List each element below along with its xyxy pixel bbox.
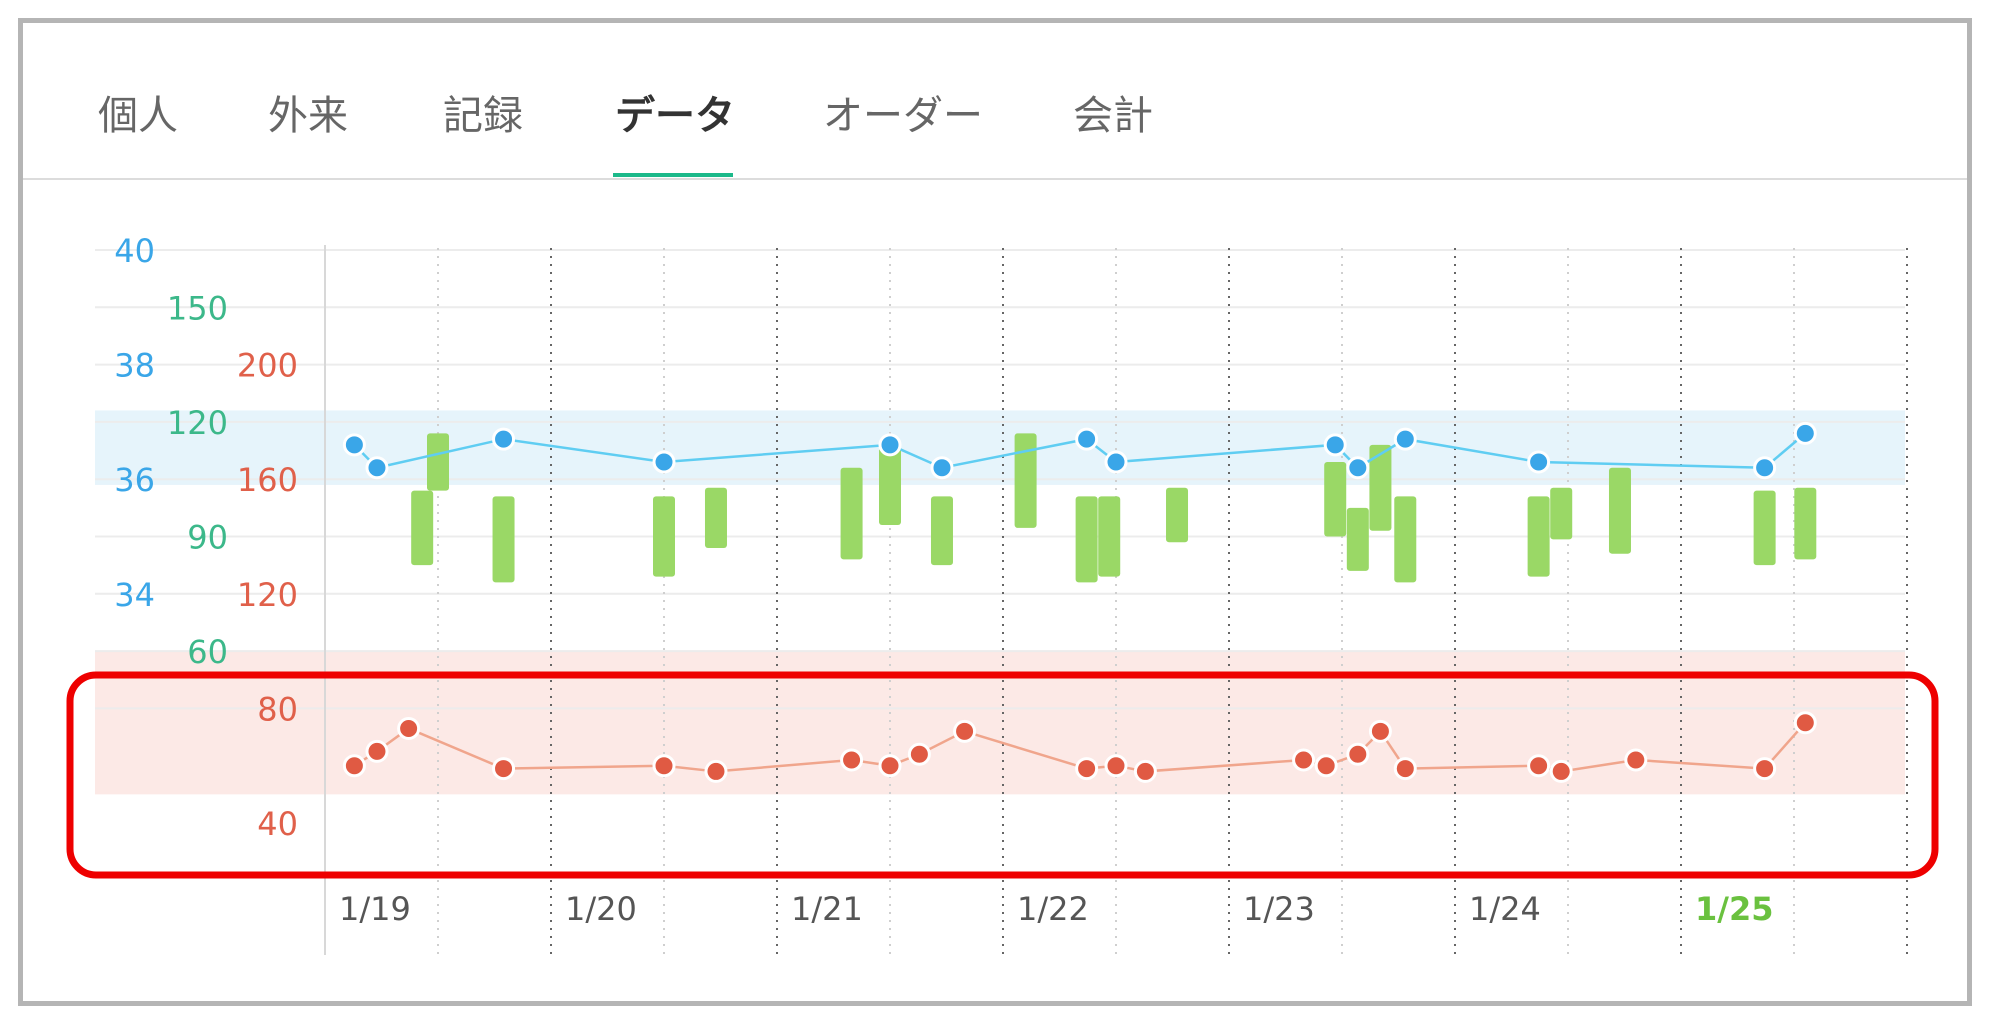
tab-orders[interactable]: オーダー xyxy=(823,93,983,139)
active-tab-indicator xyxy=(613,173,733,177)
temp-point xyxy=(1793,421,1817,445)
highlight-box xyxy=(66,671,1939,879)
bp-range-bar xyxy=(492,496,515,583)
temp-point xyxy=(1104,450,1128,474)
tab-records[interactable]: 記録 xyxy=(443,93,523,139)
resp-point xyxy=(953,719,977,743)
bp-range-bar xyxy=(1550,487,1573,540)
x-axis-label: 1/25 xyxy=(1695,890,1773,928)
temp-point xyxy=(1527,450,1551,474)
resp-point xyxy=(1624,748,1648,772)
pulse-axis-tick: 90 xyxy=(187,519,228,557)
bp-axis-tick: 40 xyxy=(257,805,298,843)
resp-point xyxy=(704,759,728,783)
bp-range-bar xyxy=(1098,496,1121,577)
resp-point xyxy=(1393,757,1417,781)
resp-point xyxy=(1346,742,1370,766)
resp-point xyxy=(907,742,931,766)
temp-point xyxy=(878,433,902,457)
x-axis-label: 1/21 xyxy=(791,890,863,928)
bp-range-bar xyxy=(1369,444,1392,531)
bp-range-bar xyxy=(1014,433,1037,528)
temp-axis-tick: 40 xyxy=(114,232,155,270)
resp-point xyxy=(1292,748,1316,772)
resp-point xyxy=(365,739,389,763)
tab-outpatient[interactable]: 外来 xyxy=(268,93,348,139)
bp-range-bar xyxy=(840,467,863,560)
resp-point xyxy=(397,716,421,740)
resp-point xyxy=(1793,711,1817,735)
temp-point xyxy=(652,450,676,474)
temp-point xyxy=(1075,427,1099,451)
bp-range-bar xyxy=(1608,467,1631,554)
pulse-axis-tick: 60 xyxy=(187,633,228,671)
tab-personal[interactable]: 個人 xyxy=(98,93,178,139)
bp-range-bar xyxy=(653,496,675,577)
bp-range-bar xyxy=(1166,487,1189,543)
bp-range-bar xyxy=(1753,490,1776,566)
bp-range-bar xyxy=(879,447,901,526)
x-axis-label: 1/19 xyxy=(339,890,411,928)
tab-bar: 個人 外来 記録 データ オーダー 会計 xyxy=(23,23,1967,180)
app-frame: 個人 外来 記録 データ オーダー 会計 xyxy=(18,18,1972,1006)
resp-point xyxy=(1368,719,1392,743)
temp-point xyxy=(1323,433,1347,457)
temp-point xyxy=(1753,456,1777,480)
bp-range-bar xyxy=(704,487,727,548)
bp-axis-tick: 200 xyxy=(237,347,298,385)
resp-point xyxy=(840,748,864,772)
tab-data[interactable]: データ xyxy=(615,93,735,139)
resp-point xyxy=(492,757,516,781)
resp-point xyxy=(1549,759,1573,783)
resp-point xyxy=(1527,754,1551,778)
bp-range-bar xyxy=(1075,496,1098,583)
temp-axis-tick: 36 xyxy=(114,461,155,499)
resp-point xyxy=(1753,757,1777,781)
bp-range-bar xyxy=(1527,496,1550,577)
resp-point xyxy=(652,754,676,778)
x-axis-label: 1/20 xyxy=(565,890,637,928)
tab-billing[interactable]: 会計 xyxy=(1073,93,1153,139)
temp-line xyxy=(353,432,1807,470)
temp-axis-tick: 34 xyxy=(114,576,155,614)
bp-range-bar xyxy=(1394,496,1417,583)
temp-point xyxy=(492,427,516,451)
pulse-axis-tick: 120 xyxy=(167,404,228,442)
bp-range-bar xyxy=(930,496,953,566)
resp-point xyxy=(878,754,902,778)
bp-range-bar xyxy=(1794,487,1817,560)
bp-range-bar xyxy=(1324,462,1347,537)
resp-point xyxy=(1104,754,1128,778)
resp-point xyxy=(1314,754,1338,778)
bp-range-bar xyxy=(411,490,434,566)
bp-axis-tick: 120 xyxy=(237,576,298,614)
resp-point xyxy=(1133,759,1157,783)
temp-point xyxy=(930,456,954,480)
x-axis-label: 1/24 xyxy=(1469,890,1541,928)
temp-point xyxy=(1346,456,1370,480)
bp-axis-tick: 80 xyxy=(257,690,298,728)
pulse-axis-tick: 150 xyxy=(167,289,228,327)
resp-point xyxy=(342,754,366,778)
bp-range-bar xyxy=(1346,507,1369,571)
x-axis-label: 1/23 xyxy=(1243,890,1315,928)
bp-range-bar xyxy=(427,433,449,491)
x-axis-label: 1/22 xyxy=(1017,890,1089,928)
bp-axis-tick: 160 xyxy=(237,461,298,499)
temp-point xyxy=(365,456,389,480)
temp-point xyxy=(342,433,366,457)
temp-axis-tick: 38 xyxy=(114,347,155,385)
resp-point xyxy=(1075,757,1099,781)
temp-point xyxy=(1393,427,1417,451)
